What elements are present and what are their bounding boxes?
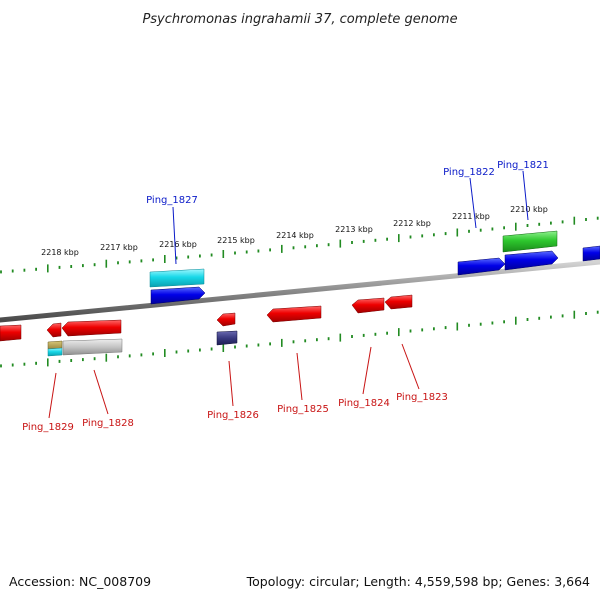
genome-backbone bbox=[0, 259, 600, 323]
gene-label-ping-1823[interactable]: Ping_1823 bbox=[396, 392, 448, 403]
scale-label: 2213 kbp bbox=[335, 225, 373, 234]
map-title: Psychromonas ingrahamii 37, complete gen… bbox=[142, 12, 457, 27]
forward-strand-features bbox=[149, 230, 600, 305]
label-leaders bbox=[48, 170, 529, 419]
scale-ticks-lower bbox=[0, 310, 599, 368]
gene-feature-ping-1824[interactable] bbox=[351, 297, 385, 314]
leader-ping-1823 bbox=[401, 343, 420, 390]
leader-ping-1829 bbox=[48, 372, 57, 419]
gene-feature-green[interactable] bbox=[502, 230, 558, 253]
leader-ping-1822 bbox=[469, 177, 477, 229]
leader-ping-1824 bbox=[362, 346, 372, 395]
genome-summary-text: Topology: circular; Length: 4,559,598 bp… bbox=[246, 574, 590, 589]
scale-label: 2214 kbp bbox=[276, 231, 314, 240]
gene-feature-ping-1822[interactable] bbox=[457, 257, 506, 276]
reverse-strand-features bbox=[0, 294, 413, 357]
scale-ticks-upper bbox=[0, 216, 599, 274]
gene-feature-ping-1825[interactable] bbox=[266, 305, 322, 323]
gene-label-ping-1827[interactable]: Ping_1827 bbox=[146, 195, 198, 206]
accession-text: Accession: NC_008709 bbox=[9, 574, 151, 589]
gene-feature-ping-1821[interactable] bbox=[504, 250, 559, 271]
gene-feature-cyan-small[interactable] bbox=[47, 347, 63, 357]
gene-feature-gray[interactable] bbox=[62, 338, 123, 356]
gene-feature-ping-1823[interactable] bbox=[384, 294, 413, 310]
gene-label-ping-1822[interactable]: Ping_1822 bbox=[443, 167, 495, 178]
gene-labels: Ping_1827 Ping_1822 Ping_1821 Ping_1829 … bbox=[22, 160, 549, 433]
leader-ping-1828 bbox=[93, 369, 109, 415]
leader-ping-1825 bbox=[296, 352, 303, 401]
scale-label: 2218 kbp bbox=[41, 248, 79, 257]
gene-label-ping-1828[interactable]: Ping_1828 bbox=[82, 418, 134, 429]
gene-label-ping-1826[interactable]: Ping_1826 bbox=[207, 410, 259, 421]
gene-feature-ping-1827-cyan[interactable] bbox=[149, 268, 205, 288]
gene-feature-edge-blue[interactable] bbox=[582, 245, 600, 262]
scale-label: 2211 kbp bbox=[452, 212, 490, 221]
gene-label-ping-1829[interactable]: Ping_1829 bbox=[22, 422, 74, 433]
scale-label: 2212 kbp bbox=[393, 219, 431, 228]
gene-feature-ping-1826[interactable] bbox=[216, 312, 236, 327]
gene-feature-navy[interactable] bbox=[216, 330, 238, 346]
gene-label-ping-1825[interactable]: Ping_1825 bbox=[277, 404, 329, 415]
scale-labels: 2218 kbp 2217 kbp 2216 kbp 2215 kbp 2214… bbox=[41, 205, 548, 257]
scale-label: 2217 kbp bbox=[100, 243, 138, 252]
gene-feature-edge-red[interactable] bbox=[0, 324, 22, 342]
scale-label: 2210 kbp bbox=[510, 205, 548, 214]
leader-ping-1826 bbox=[228, 360, 234, 407]
gene-feature-ping-1829[interactable] bbox=[46, 322, 62, 338]
scale-label: 2215 kbp bbox=[217, 236, 255, 245]
gene-label-ping-1821[interactable]: Ping_1821 bbox=[497, 160, 549, 171]
gene-feature-ping-1827[interactable] bbox=[150, 286, 206, 305]
scale-label: 2216 kbp bbox=[159, 240, 197, 249]
gene-feature-ping-1828[interactable] bbox=[61, 319, 122, 337]
leader-ping-1827 bbox=[172, 206, 177, 265]
leader-ping-1821 bbox=[522, 170, 529, 221]
gene-label-ping-1824[interactable]: Ping_1824 bbox=[338, 398, 390, 409]
gene-feature-olive[interactable] bbox=[47, 340, 63, 350]
